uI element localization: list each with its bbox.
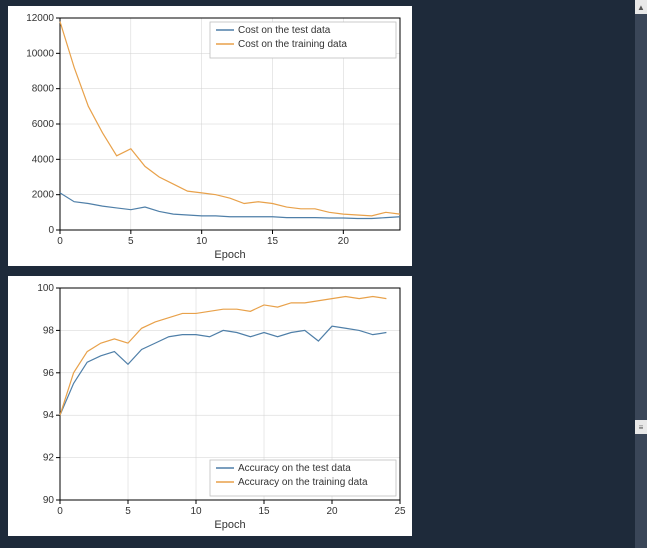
scroll-indicator-icon: ≡ [635, 420, 647, 434]
ytick-label: 98 [43, 325, 55, 336]
ytick-label: 8000 [32, 84, 55, 95]
xtick-label: 20 [338, 236, 350, 247]
xtick-label: 20 [326, 506, 338, 517]
xtick-label: 15 [267, 236, 279, 247]
ytick-label: 100 [37, 283, 54, 294]
accuracy-chart-panel: 0 5 10 15 20 25 90 92 94 96 98 100 Epoch Accuracy on … [8, 276, 412, 536]
legend-label: Accuracy on the test data [238, 463, 351, 474]
xtick-label: 5 [128, 236, 134, 247]
ytick-label: 96 [43, 368, 55, 379]
legend-label: Cost on the test data [238, 25, 331, 36]
ytick-label: 0 [48, 225, 54, 236]
legend-label: Cost on the training data [238, 39, 347, 50]
ytick-label: 6000 [32, 119, 55, 130]
cost-chart-svg: 0 5 10 15 20 0 2000 4000 6000 8000 10000 12000 Epoch… [8, 6, 412, 266]
series-line [60, 326, 386, 415]
xtick-label: 15 [258, 506, 270, 517]
legend-label: Accuracy on the training data [238, 477, 368, 488]
xtick-label: 0 [57, 236, 63, 247]
ytick-label: 2000 [32, 190, 55, 201]
vertical-scrollbar[interactable] [635, 0, 647, 548]
xtick-label: 25 [394, 506, 406, 517]
cost-chart-panel: 0 5 10 15 20 0 2000 4000 6000 8000 10000 12000 Epoch… [8, 6, 412, 266]
ytick-label: 4000 [32, 154, 55, 165]
series-line [60, 296, 386, 415]
xtick-label: 0 [57, 506, 63, 517]
scroll-up-arrow-icon[interactable]: ▲ [635, 0, 647, 14]
xtick-label: 10 [190, 506, 202, 517]
xtick-label: 10 [196, 236, 208, 247]
ytick-label: 90 [43, 495, 55, 506]
accuracy-chart-svg: 0 5 10 15 20 25 90 92 94 96 98 100 Epoch Accuracy on … [8, 276, 412, 536]
ytick-label: 10000 [26, 48, 54, 59]
x-axis-label: Epoch [214, 519, 245, 531]
x-axis-label: Epoch [214, 249, 245, 261]
xtick-label: 5 [125, 506, 131, 517]
ytick-label: 12000 [26, 13, 54, 24]
ytick-label: 94 [43, 410, 55, 421]
ytick-label: 92 [43, 453, 55, 464]
